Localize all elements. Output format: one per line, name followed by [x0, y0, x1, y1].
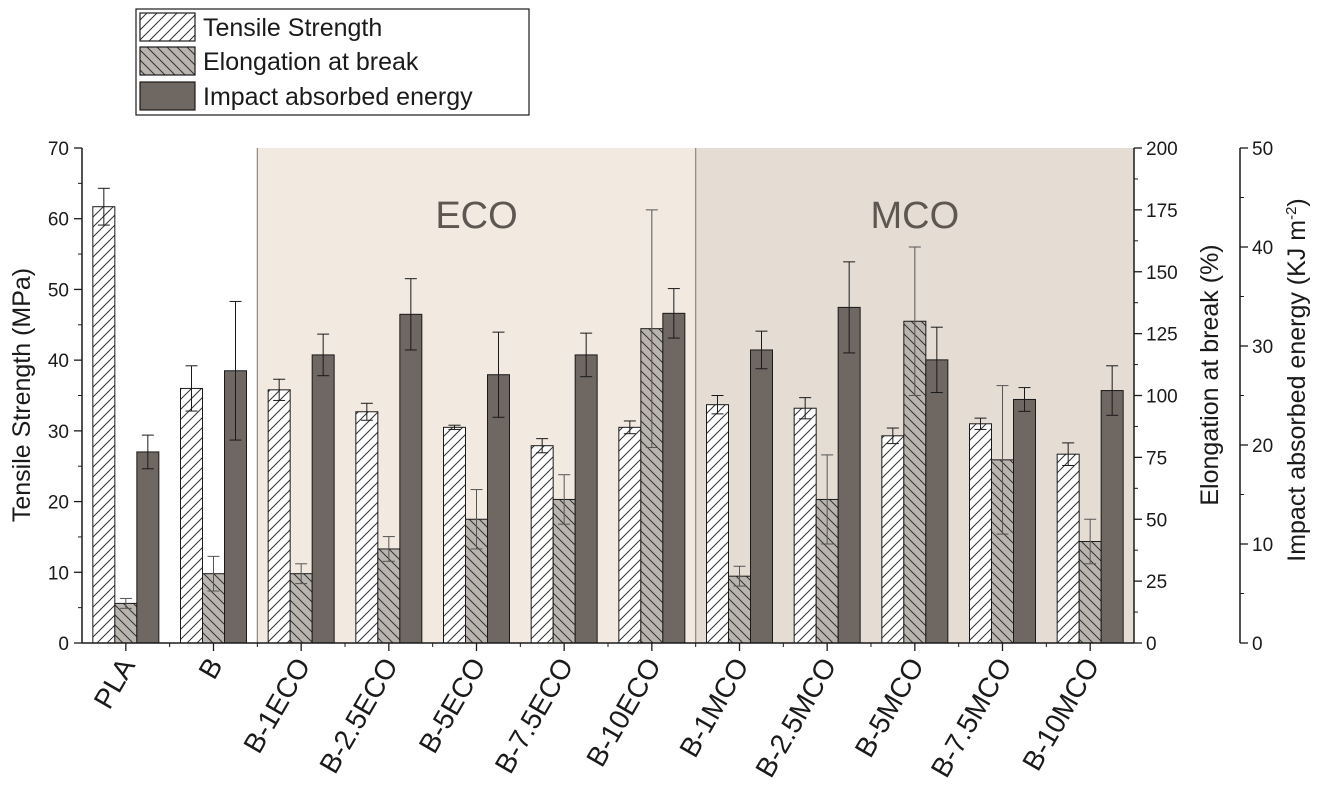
region-labels: ECO MCO: [435, 195, 959, 237]
right2-tick-label: 0: [1252, 634, 1263, 655]
bar-impact: [1100, 390, 1124, 644]
x-tick-label: B-7.5MCO: [925, 653, 1018, 783]
x-tick-label: B: [193, 653, 229, 685]
right1-tick-label: 0: [1146, 634, 1157, 655]
legend: Tensile Strength Elongation at break Imp…: [135, 8, 530, 116]
region-label-mco: MCO: [871, 195, 960, 237]
bar-tensile: [881, 435, 905, 644]
legend-frame: [135, 8, 530, 116]
left-tick-label: 70: [48, 139, 69, 160]
bar-tensile: [618, 426, 642, 644]
right1-tick-label: 125: [1146, 325, 1178, 346]
legend-label-impact: Impact absorbed energy: [203, 83, 473, 111]
right1-tick-label: 25: [1146, 572, 1167, 593]
x-tick-label: B-7.5ECO: [489, 653, 580, 779]
left-tick-label: 0: [58, 634, 69, 655]
x-tick-label: B-2.5ECO: [313, 653, 404, 779]
left-axis-label: Tensile Strength (MPa): [8, 268, 36, 522]
right2-tick-label: 30: [1252, 337, 1273, 358]
bar-tensile: [443, 426, 466, 644]
x-tick-label: B-2.5MCO: [749, 653, 842, 783]
x-tick-label: PLA: [88, 652, 141, 714]
bar-impact: [750, 349, 773, 644]
x-tick-label: B-10MCO: [1016, 653, 1105, 776]
bar-impact: [574, 354, 598, 644]
right-axis-label-impact: Impact absorbed energy (KJ m-2): [1283, 198, 1311, 562]
region-label-eco: ECO: [435, 195, 517, 237]
bar-tensile: [355, 411, 379, 644]
bar-tensile: [793, 407, 817, 644]
right2-tick-label: 50: [1252, 139, 1273, 160]
right1-tick-label: 175: [1146, 201, 1178, 222]
bar-impact: [837, 306, 861, 644]
error-bars: [97, 187, 1119, 609]
legend-label-elongation: Elongation at break: [203, 48, 419, 76]
bar-impact: [136, 451, 160, 644]
bar-tensile: [180, 387, 203, 644]
bar-impact: [311, 354, 335, 644]
right1-tick-label: 200: [1146, 139, 1178, 160]
bar-tensile: [969, 423, 992, 644]
right2-tick-label: 20: [1252, 436, 1273, 457]
axes: 0 10 20 30 40 50 60 70 0 25 50 75 100 125 150 175 200 0 10…: [48, 139, 1273, 655]
left-tick-label: 50: [48, 280, 69, 301]
bar-impact: [399, 313, 423, 644]
right1-tick-label: 75: [1146, 448, 1167, 469]
left-tick-label: 60: [48, 210, 69, 231]
legend-label-tensile: Tensile Strength: [203, 14, 382, 42]
bar-tensile: [706, 404, 729, 644]
x-tick-label: B-5ECO: [413, 653, 492, 759]
legend-swatch-elongation: [139, 46, 196, 76]
left-tick-label: 10: [48, 563, 69, 584]
right-axis-label-elongation: Elongation at break (%): [1196, 244, 1224, 505]
bar-impact: [1013, 398, 1036, 644]
x-tick-label: B-5MCO: [849, 652, 930, 762]
left-tick-label: 40: [48, 351, 69, 372]
x-tick-label: B-10ECO: [580, 653, 667, 772]
bar-elongation: [114, 602, 138, 644]
left-tick-label: 20: [48, 493, 69, 514]
bar-tensile: [92, 206, 116, 644]
right1-tick-label: 150: [1146, 263, 1178, 284]
right1-tick-label: 100: [1146, 387, 1178, 408]
bar-tensile: [267, 389, 291, 644]
legend-swatch-impact: [139, 81, 196, 111]
right2-tick-label: 10: [1252, 535, 1273, 556]
bar-impact: [662, 312, 686, 644]
left-tick-label: 30: [48, 422, 69, 443]
bar-impact: [925, 359, 949, 644]
bar-elongation: [377, 548, 401, 644]
right1-tick-label: 50: [1146, 510, 1167, 531]
bar-tensile: [530, 445, 554, 644]
x-tick-label: B-1MCO: [673, 653, 754, 763]
bar-tensile: [1056, 453, 1080, 644]
right2-tick-label: 40: [1252, 238, 1273, 259]
legend-swatch-tensile: [139, 12, 196, 42]
x-tick-label: B-1ECO: [237, 653, 316, 759]
